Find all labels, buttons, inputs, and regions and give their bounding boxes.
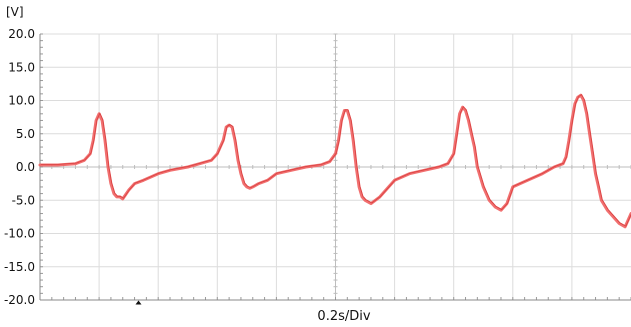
y-unit-label: [V] xyxy=(6,5,24,19)
y-tick-label: -15.0 xyxy=(4,260,35,274)
y-tick-label: 15.0 xyxy=(8,60,35,74)
y-tick-label: -20.0 xyxy=(4,293,35,307)
y-tick-label: 20.0 xyxy=(8,27,35,41)
time-per-division-label: 0.2s/Div xyxy=(317,309,370,324)
y-tick-label: 0.0 xyxy=(16,160,35,174)
y-tick-labels: 20.0 15.0 10.0 5.0 0.0 -5.0 -10.0 -15.0 -20.0 xyxy=(4,27,35,307)
plot-frame xyxy=(39,34,631,301)
waveform-trace xyxy=(38,93,631,229)
y-tick-label: -10.0 xyxy=(4,227,35,241)
trigger-marker-icon xyxy=(135,300,142,305)
y-tick-label: 10.0 xyxy=(8,94,35,108)
waveform-line-core xyxy=(40,94,631,227)
y-tick-label: 5.0 xyxy=(16,127,35,141)
y-tick-label: -5.0 xyxy=(12,193,35,207)
grid xyxy=(39,33,631,301)
